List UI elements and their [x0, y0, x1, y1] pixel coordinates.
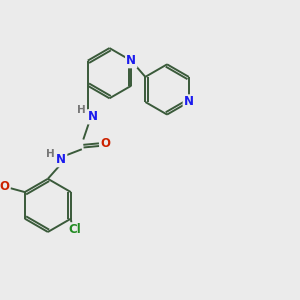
Text: O: O	[0, 180, 9, 193]
Text: Cl: Cl	[68, 224, 81, 236]
Text: N: N	[88, 110, 98, 123]
Text: O: O	[100, 137, 110, 150]
Text: N: N	[126, 54, 136, 67]
Text: N: N	[184, 95, 194, 109]
Text: N: N	[56, 153, 66, 166]
Text: H: H	[46, 149, 55, 159]
Text: H: H	[77, 105, 85, 115]
